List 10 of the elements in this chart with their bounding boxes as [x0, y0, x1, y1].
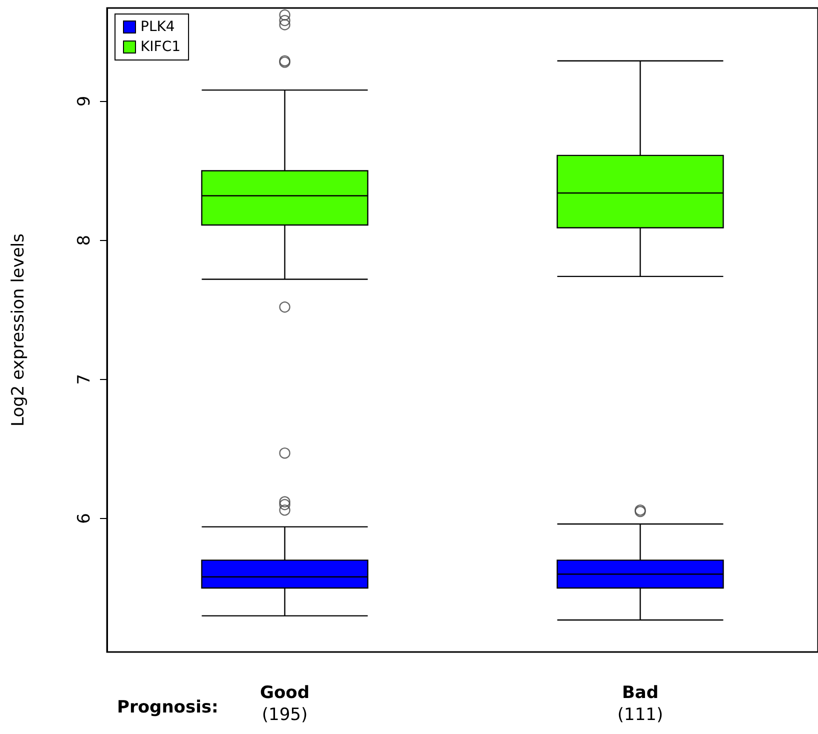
legend-label: KIFC1	[140, 39, 181, 55]
x-tick-label: Good (195)	[260, 683, 310, 725]
y-axis-title: Log2 expression levels	[8, 233, 28, 426]
y-tick-label: 6	[74, 513, 94, 524]
y-tick-label: 8	[74, 234, 94, 246]
x-tick-label: Bad (111)	[617, 683, 664, 725]
legend-label: PLK4	[140, 19, 175, 35]
x-axis-title: Prognosis:	[117, 698, 218, 718]
y-tick-label: 7	[74, 374, 94, 385]
y-tick-label: 9	[74, 96, 94, 107]
